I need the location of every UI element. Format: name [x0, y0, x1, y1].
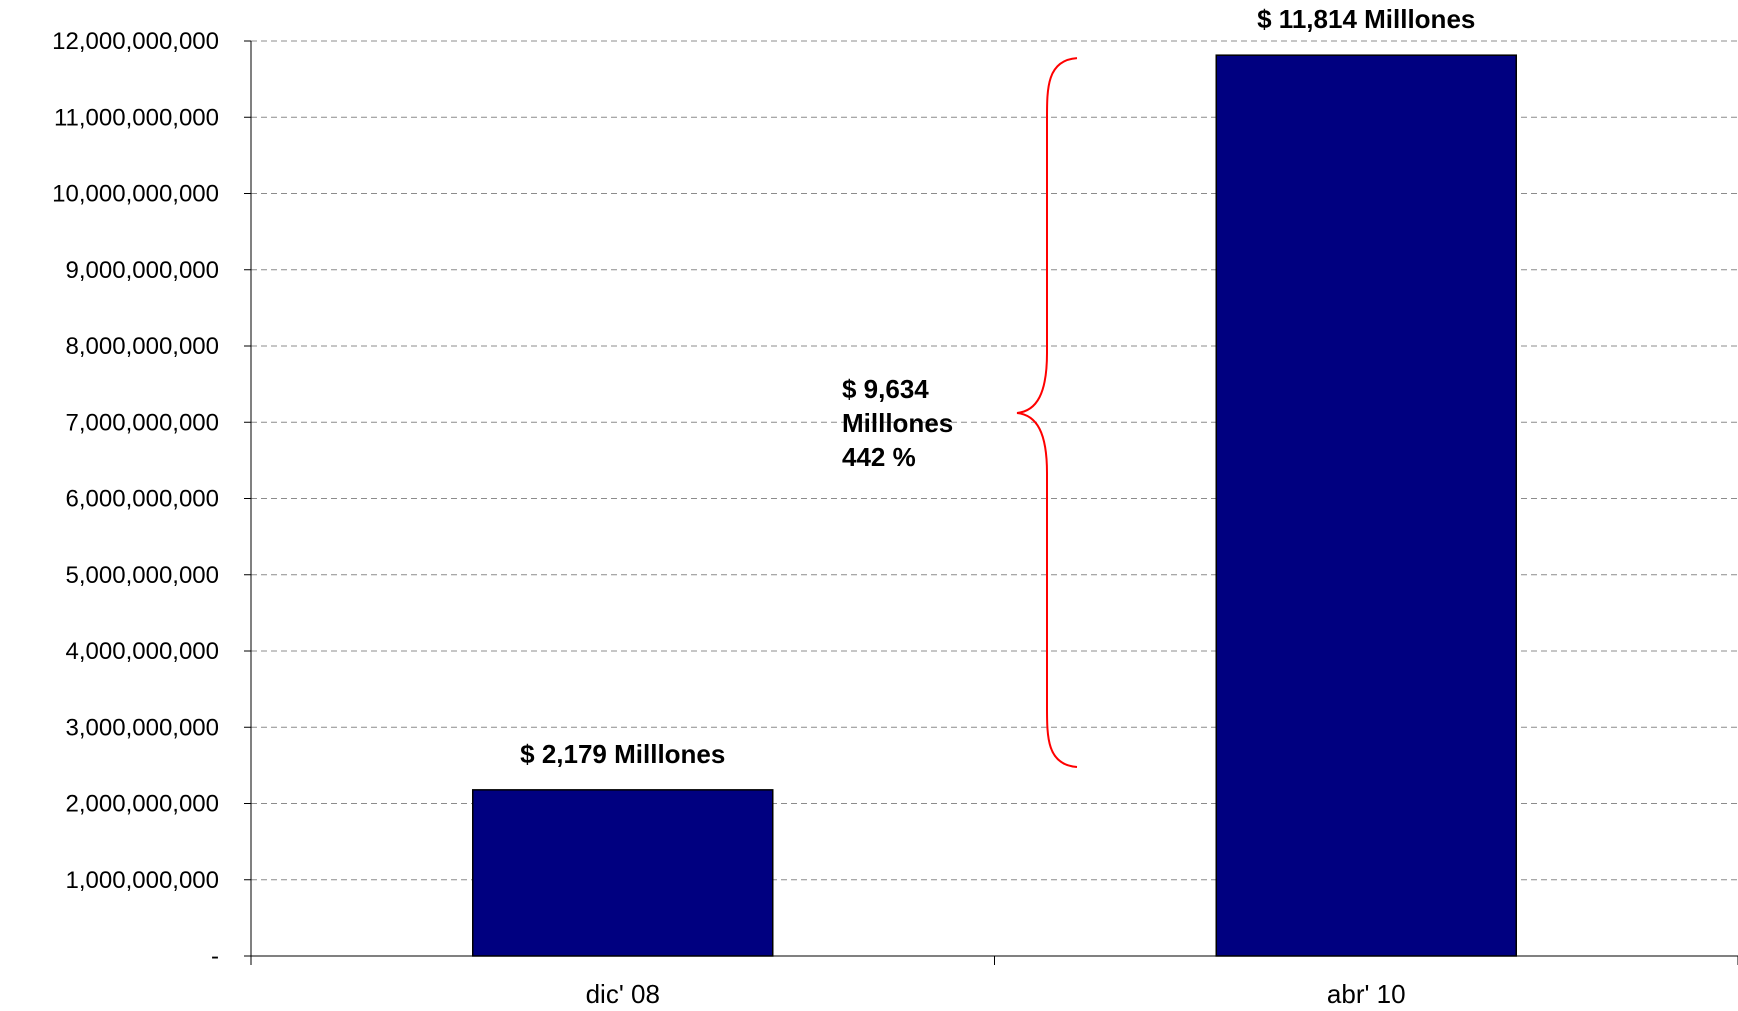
- y-tick-label: 12,000,000,000: [52, 28, 219, 55]
- curly-brace: [1016, 57, 1078, 768]
- bar-data-label: $ 11,814 Milllones: [1257, 4, 1475, 34]
- x-category-label: abr' 10: [1327, 979, 1406, 1009]
- gridlines: [251, 40, 1738, 881]
- y-tick-label: 1,000,000,000: [66, 867, 219, 894]
- data-labels: $ 2,179 Milllones $ 11,814 Milllones: [520, 4, 1475, 769]
- bar: [472, 789, 774, 957]
- y-tick-label: 4,000,000,000: [66, 638, 219, 665]
- y-tick-label: 6,000,000,000: [66, 486, 219, 513]
- annotation-line: $ 9,634: [842, 374, 929, 404]
- bar-data-label: $ 2,179 Milllones: [520, 739, 725, 769]
- x-axis: dic' 08 abr' 10: [250, 955, 1738, 1009]
- y-axis: - 1,000,000,000 2,000,000,000 3,000,000,000…: [52, 28, 252, 970]
- difference-annotation: $ 9,634 Milllones 442 %: [842, 57, 1078, 768]
- y-tick-label: -: [211, 943, 219, 970]
- y-tick-label: 2,000,000,000: [66, 791, 219, 818]
- y-tick-label: 11,000,000,000: [54, 104, 219, 131]
- x-category-label: dic' 08: [586, 979, 660, 1009]
- y-tick-label: 8,000,000,000: [66, 333, 219, 360]
- y-tick-label: 3,000,000,000: [66, 714, 219, 741]
- y-tick-label: 5,000,000,000: [66, 562, 219, 589]
- y-tick-label: 7,000,000,000: [66, 409, 219, 436]
- annotation-line: Milllones: [842, 408, 953, 438]
- annotation-line: 442 %: [842, 442, 916, 472]
- bars: [472, 54, 1517, 957]
- y-tick-label: 10,000,000,000: [52, 181, 219, 208]
- y-tick-label: 9,000,000,000: [66, 257, 219, 284]
- bar: [1215, 54, 1517, 957]
